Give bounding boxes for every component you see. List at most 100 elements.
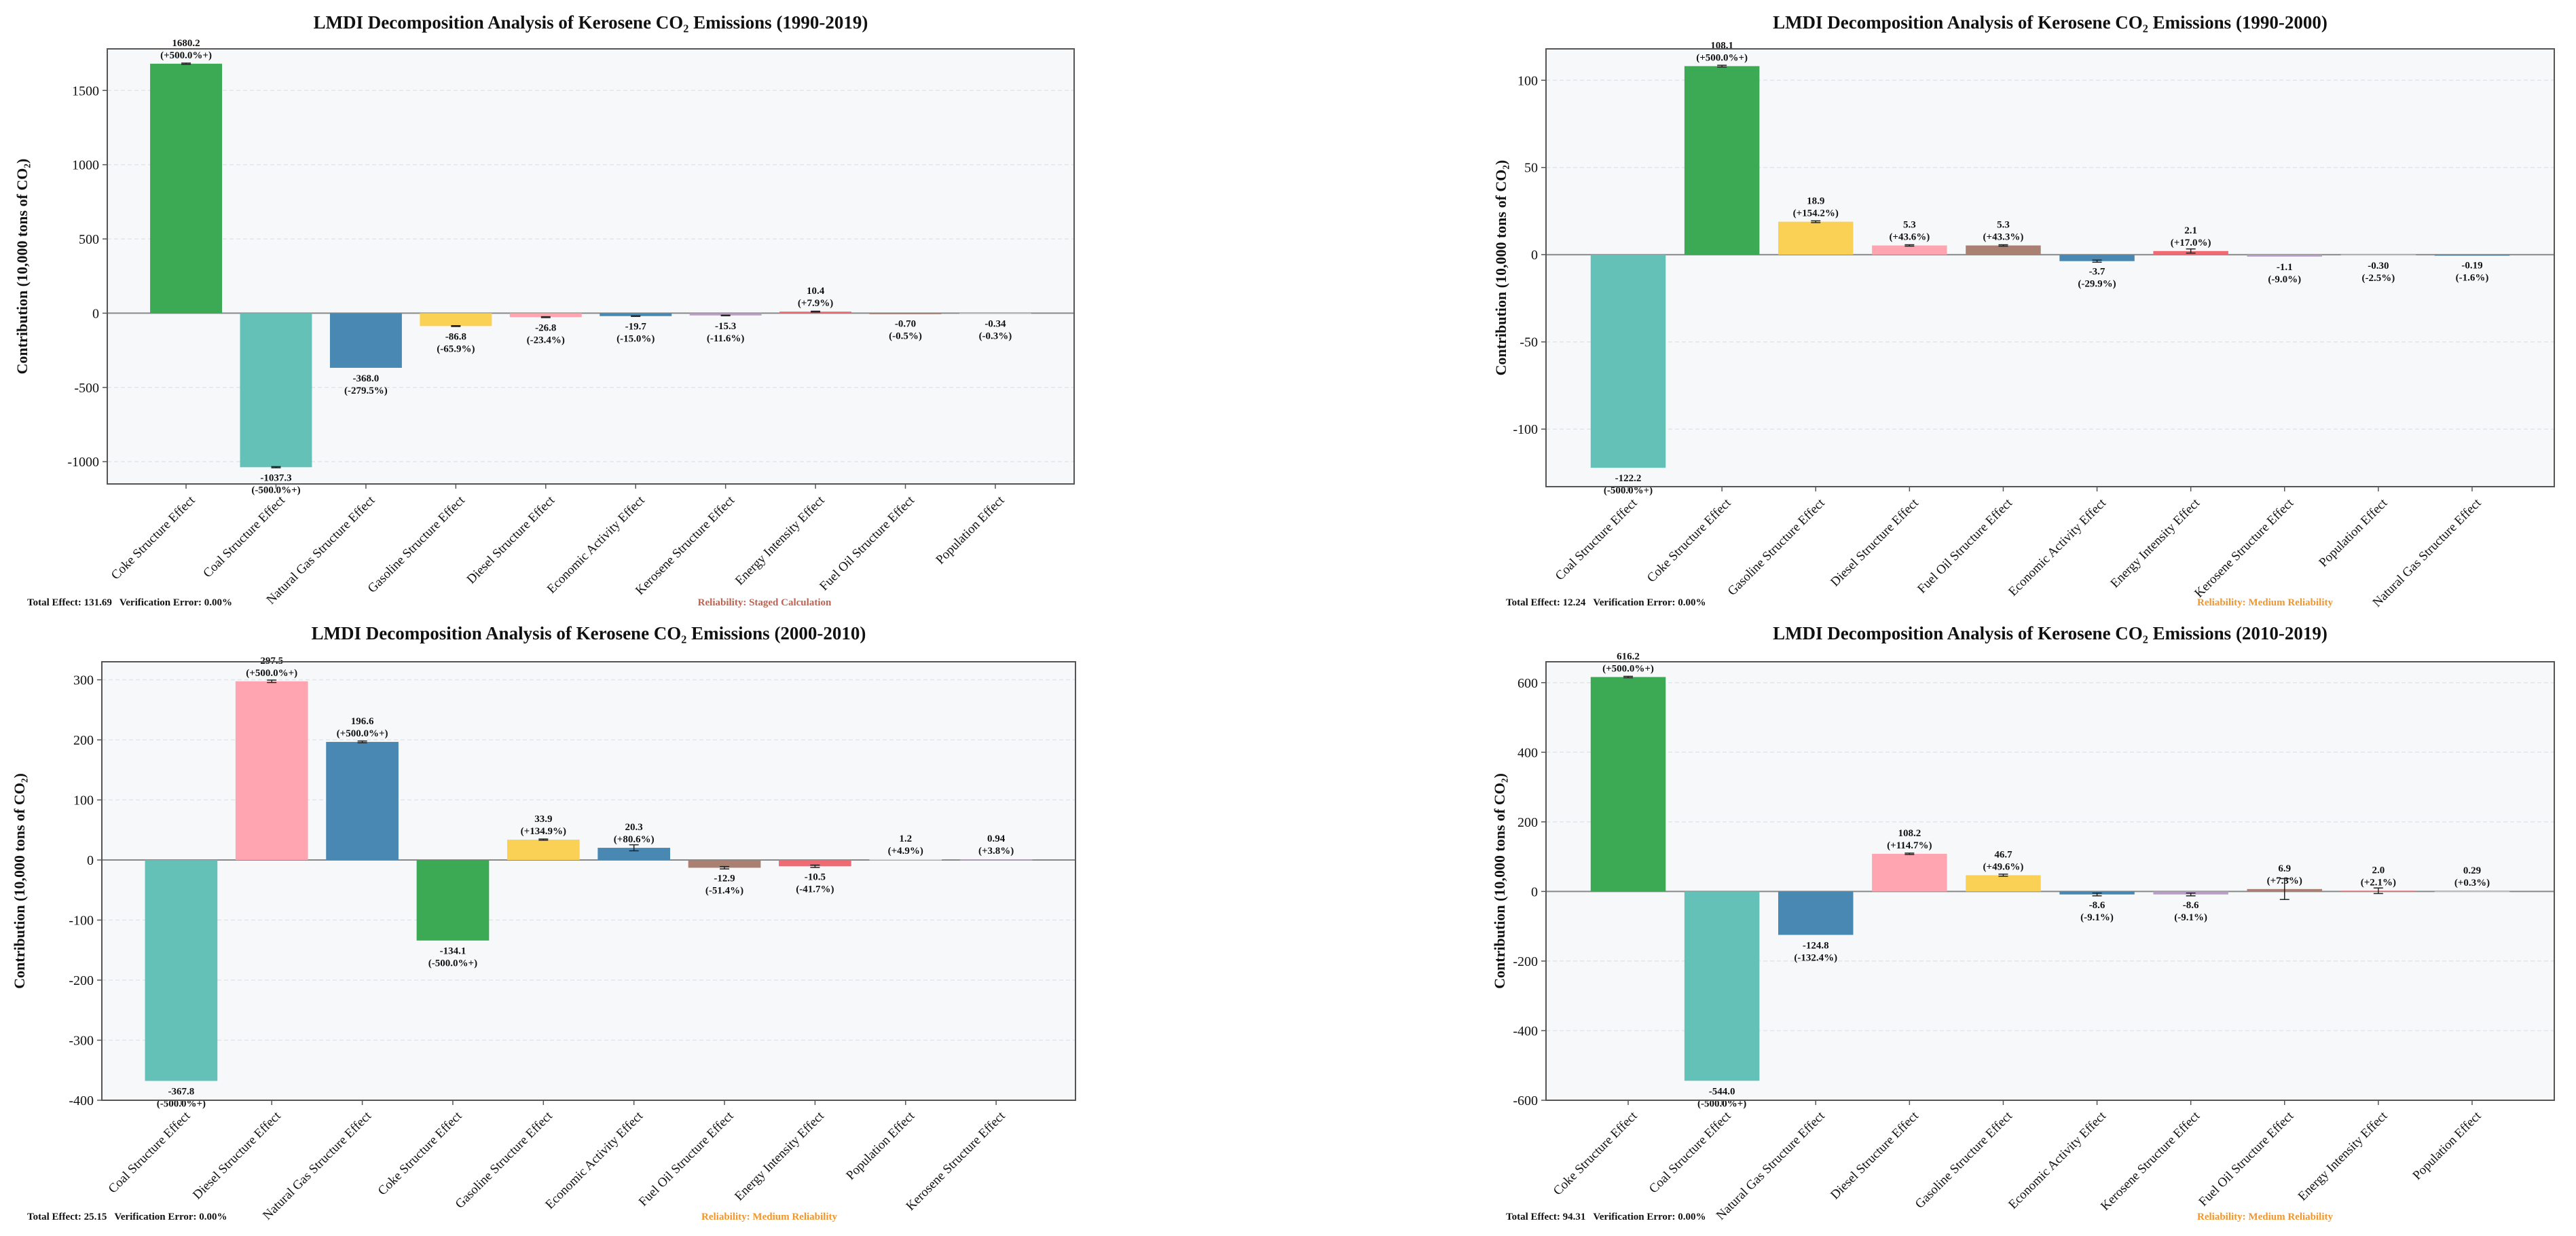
bar[interactable] bbox=[2247, 255, 2323, 257]
y-tick-label: 1000 bbox=[72, 158, 99, 173]
value-label: 0.94 bbox=[987, 834, 1006, 844]
bar[interactable] bbox=[1590, 677, 1666, 892]
bar[interactable] bbox=[959, 859, 1033, 861]
x-tick-label: Diesel Structure Effect bbox=[464, 493, 558, 586]
bar[interactable] bbox=[1872, 853, 1947, 892]
y-axis-label: Contribution (10,000 tons of CO₂) bbox=[14, 159, 31, 375]
plot-frame bbox=[101, 661, 1076, 1101]
y-axis-label: Contribution (10,000 tons of CO₂) bbox=[1491, 773, 1508, 989]
bar[interactable] bbox=[1966, 245, 2041, 255]
bar[interactable] bbox=[509, 313, 582, 318]
x-tick-label: Coke Structure Effect bbox=[1644, 495, 1734, 585]
reliability-note: Reliability: Medium Reliability bbox=[2197, 1212, 2333, 1222]
percent-label: (+134.9%) bbox=[521, 826, 566, 837]
bar[interactable] bbox=[1684, 891, 1760, 1081]
value-label: -0.30 bbox=[2368, 261, 2389, 271]
bar[interactable] bbox=[326, 742, 399, 861]
percent-label: (+500.0%+) bbox=[1602, 663, 1654, 674]
chart-panel-1990-2000: LMDI Decomposition Analysis of Kerosene … bbox=[1492, 12, 2555, 610]
value-label: 6.9 bbox=[2278, 863, 2291, 874]
chart-panel-1990-2019: LMDI Decomposition Analysis of Kerosene … bbox=[14, 12, 1075, 608]
y-tick-label: 0 bbox=[1531, 248, 1538, 263]
value-label: -1.1 bbox=[2277, 262, 2293, 273]
value-label: -15.3 bbox=[715, 321, 736, 332]
x-tick-label: Coal Structure Effect bbox=[1553, 495, 1640, 583]
value-label: 5.3 bbox=[1997, 220, 2010, 231]
x-tick-label: Energy Intensity Effect bbox=[2296, 1108, 2391, 1203]
value-label: -10.5 bbox=[805, 872, 826, 882]
y-tick-label: -400 bbox=[1513, 1024, 1538, 1038]
bar[interactable] bbox=[420, 313, 492, 326]
percent-label: (-65.9%) bbox=[437, 343, 475, 354]
y-tick-label: -1000 bbox=[67, 455, 99, 470]
percent-label: (+17.0%) bbox=[2171, 238, 2211, 248]
bar[interactable] bbox=[869, 313, 942, 314]
value-label: 616.2 bbox=[1617, 651, 1640, 662]
percent-label: (-1.6%) bbox=[2456, 273, 2489, 284]
x-tick-label: Kerosene Structure Effect bbox=[904, 1108, 1009, 1214]
bar[interactable] bbox=[597, 848, 671, 861]
y-tick-label: 100 bbox=[73, 793, 94, 808]
x-tick-label: Fuel Oil Structure Effect bbox=[1915, 495, 2015, 596]
x-tick-label: Economic Activity Effect bbox=[2006, 1108, 2109, 1212]
bar[interactable] bbox=[869, 859, 942, 861]
bar[interactable] bbox=[959, 313, 1031, 314]
value-label: 196.6 bbox=[351, 716, 374, 727]
x-tick-label: Population Effect bbox=[843, 1108, 918, 1183]
y-tick-label: 200 bbox=[73, 733, 94, 748]
bar[interactable] bbox=[1590, 255, 1666, 468]
percent-label: (-9.0%) bbox=[2268, 274, 2301, 285]
percent-label: (-51.4%) bbox=[705, 885, 743, 896]
bar[interactable] bbox=[150, 63, 223, 314]
percent-label: (+2.1%) bbox=[2361, 877, 2396, 888]
bar[interactable] bbox=[2434, 891, 2510, 893]
value-label: 1.2 bbox=[899, 834, 912, 844]
value-label: -0.70 bbox=[895, 319, 916, 330]
bar[interactable] bbox=[600, 313, 672, 316]
percent-label: (-500.0%+) bbox=[428, 958, 477, 969]
bar[interactable] bbox=[688, 860, 761, 868]
value-label: -8.6 bbox=[2183, 900, 2199, 911]
plot-frame bbox=[1545, 48, 2555, 487]
percent-label: (+4.9%) bbox=[888, 846, 923, 857]
y-tick-label: 300 bbox=[73, 673, 94, 688]
bar[interactable] bbox=[779, 860, 851, 867]
value-label: -3.7 bbox=[2089, 267, 2105, 278]
bar[interactable] bbox=[329, 313, 402, 368]
bar[interactable] bbox=[689, 313, 762, 316]
value-label: -367.8 bbox=[168, 1087, 194, 1098]
bar[interactable] bbox=[416, 860, 490, 941]
bar[interactable] bbox=[2434, 255, 2510, 256]
bar[interactable] bbox=[1872, 245, 1947, 255]
value-label: -122.2 bbox=[1615, 473, 1642, 484]
plot-frame bbox=[1545, 661, 2555, 1101]
bar[interactable] bbox=[1684, 66, 1760, 255]
bar[interactable] bbox=[145, 860, 218, 1081]
value-label: 5.3 bbox=[1903, 220, 1916, 231]
percent-label: (-0.3%) bbox=[979, 331, 1012, 341]
x-tick-label: Fuel Oil Structure Effect bbox=[817, 493, 917, 593]
x-tick-label: Fuel Oil Structure Effect bbox=[636, 1108, 737, 1209]
reliability-note: Reliability: Medium Reliability bbox=[701, 1212, 837, 1222]
value-label: 18.9 bbox=[1807, 196, 1824, 207]
summary-footer: Total Effect: 12.24 Verification Error: … bbox=[1506, 597, 1706, 608]
percent-label: (-23.4%) bbox=[527, 335, 565, 345]
x-tick-label: Fuel Oil Structure Effect bbox=[2196, 1108, 2297, 1209]
bar[interactable] bbox=[2059, 255, 2135, 261]
chart-title: LMDI Decomposition Analysis of Kerosene … bbox=[312, 623, 866, 643]
bar[interactable] bbox=[1778, 891, 1854, 935]
y-tick-label: 500 bbox=[79, 232, 99, 247]
chart-panel-2010-2019: LMDI Decomposition Analysis of Kerosene … bbox=[1491, 623, 2555, 1223]
x-tick-label: Energy Intensity Effect bbox=[732, 1108, 827, 1203]
chart-title: LMDI Decomposition Analysis of Kerosene … bbox=[1773, 623, 2327, 643]
bar[interactable] bbox=[507, 840, 580, 861]
bar[interactable] bbox=[1966, 875, 2041, 892]
y-tick-label: -100 bbox=[69, 914, 94, 929]
bar[interactable] bbox=[235, 681, 308, 861]
y-tick-label: -100 bbox=[1513, 422, 1538, 437]
bar[interactable] bbox=[1778, 221, 1854, 255]
bar[interactable] bbox=[240, 313, 312, 468]
bar[interactable] bbox=[2340, 255, 2416, 256]
value-label: -0.19 bbox=[2461, 261, 2482, 271]
